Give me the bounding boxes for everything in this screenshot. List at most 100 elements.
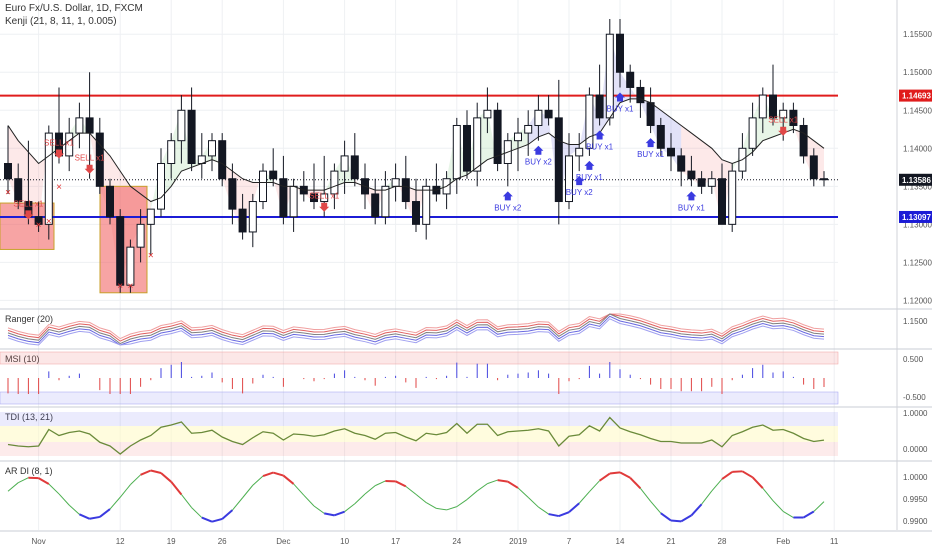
candle-body[interactable] xyxy=(586,95,593,148)
candle-body[interactable] xyxy=(576,148,583,156)
panel-tick-label: 0.9900 xyxy=(903,517,928,526)
time-tick-label: Feb xyxy=(776,537,790,546)
x-marker: × xyxy=(148,251,154,262)
candle-body[interactable] xyxy=(617,34,624,72)
sell-signal-label[interactable]: SELL x1 xyxy=(309,192,339,201)
candle-body[interactable] xyxy=(331,171,338,194)
candle-body[interactable] xyxy=(708,179,715,187)
buy-signal-label[interactable]: BUY x2 xyxy=(494,203,522,212)
candle-body[interactable] xyxy=(453,125,460,178)
candle-body[interactable] xyxy=(555,118,562,202)
candle-body[interactable] xyxy=(239,209,246,232)
buy-signal-label[interactable]: BUY x1 xyxy=(586,142,614,151)
candle-body[interactable] xyxy=(290,186,297,216)
buy-signal-label[interactable]: BUY x1 xyxy=(637,150,665,159)
candle-body[interactable] xyxy=(810,156,817,179)
candle-body[interactable] xyxy=(729,171,736,224)
candle-body[interactable] xyxy=(821,179,828,180)
time-tick-label: Dec xyxy=(276,537,290,546)
candle-body[interactable] xyxy=(158,164,165,210)
candle-body[interactable] xyxy=(484,110,491,118)
indicator-title[interactable]: Kenji (21, 8, 11, 1, 0.005) xyxy=(5,16,117,27)
candle-body[interactable] xyxy=(770,95,777,118)
candle-body[interactable] xyxy=(668,148,675,156)
time-tick-label: 14 xyxy=(616,537,625,546)
sell-signal-label[interactable]: SELL x1 xyxy=(13,199,43,208)
candle-body[interactable] xyxy=(270,171,277,179)
candle-body[interactable] xyxy=(637,87,644,102)
candle-body[interactable] xyxy=(596,95,603,118)
candle-body[interactable] xyxy=(137,224,144,247)
candle-body[interactable] xyxy=(515,133,522,141)
time-tick-label: Nov xyxy=(31,537,45,546)
sell-signal-label[interactable]: SELL x1 xyxy=(768,116,798,125)
buy-signal-label[interactable]: BUY x1 xyxy=(607,104,635,113)
candle-body[interactable] xyxy=(800,125,807,155)
panel-tick-label: 1.0000 xyxy=(903,473,928,482)
candle-body[interactable] xyxy=(464,125,471,171)
buy-signal-label[interactable]: BUY x1 xyxy=(678,203,706,212)
candle-body[interactable] xyxy=(474,118,481,171)
panel-tick-label: 0.500 xyxy=(903,355,924,364)
panel-tick-label: 0.9950 xyxy=(903,495,928,504)
candle-body[interactable] xyxy=(107,186,114,216)
candle-body[interactable] xyxy=(86,118,93,133)
price-tick-label: 1.15000 xyxy=(903,68,932,77)
panel-label[interactable]: Ranger (20) xyxy=(5,314,53,324)
candle-body[interactable] xyxy=(749,118,756,148)
candle-body[interactable] xyxy=(688,171,695,179)
candle-body[interactable] xyxy=(229,179,236,209)
x-marker: × xyxy=(117,281,123,292)
candle-body[interactable] xyxy=(249,202,256,232)
candle-body[interactable] xyxy=(127,247,134,285)
candle-body[interactable] xyxy=(260,171,267,201)
candle-body[interactable] xyxy=(372,194,379,217)
candle-body[interactable] xyxy=(698,179,705,187)
symbol-title[interactable]: Euro Fx/U.S. Dollar, 1D, FXCM xyxy=(5,3,143,14)
time-tick-label: 10 xyxy=(340,537,349,546)
buy-signal-label[interactable]: BUY x2 xyxy=(525,158,553,167)
price-tag-label: 1.14693 xyxy=(902,92,931,101)
sell-signal-label[interactable]: SELL x1 xyxy=(75,154,105,163)
candle-body[interactable] xyxy=(5,164,12,179)
candle-body[interactable] xyxy=(341,156,348,171)
candle-body[interactable] xyxy=(209,141,216,156)
candle-body[interactable] xyxy=(759,95,766,118)
panel-tick-label: -0.500 xyxy=(903,393,926,402)
buy-signal-label[interactable]: BUY x2 xyxy=(566,188,594,197)
candle-body[interactable] xyxy=(351,156,358,179)
candle-body[interactable] xyxy=(382,186,389,216)
time-tick-label: 28 xyxy=(718,537,727,546)
candle-body[interactable] xyxy=(392,179,399,187)
candle-body[interactable] xyxy=(413,202,420,225)
candle-body[interactable] xyxy=(647,103,654,126)
candle-body[interactable] xyxy=(147,209,154,224)
candle-body[interactable] xyxy=(535,110,542,125)
candle-body[interactable] xyxy=(188,110,195,163)
candle-body[interactable] xyxy=(423,186,430,224)
candle-body[interactable] xyxy=(545,110,552,118)
candle-body[interactable] xyxy=(657,125,664,148)
candle-body[interactable] xyxy=(15,179,22,202)
candle-body[interactable] xyxy=(402,179,409,202)
candle-body[interactable] xyxy=(678,156,685,171)
tdi-upper-zone xyxy=(0,412,838,426)
panel-tick-label: 1.0000 xyxy=(903,409,928,418)
candle-body[interactable] xyxy=(76,118,83,133)
candle-body[interactable] xyxy=(219,141,226,179)
candle-body[interactable] xyxy=(280,179,287,217)
candle-body[interactable] xyxy=(525,125,532,133)
price-tick-label: 1.14500 xyxy=(903,106,932,115)
candle-body[interactable] xyxy=(719,179,726,225)
price-tick-label: 1.14000 xyxy=(903,144,932,153)
sell-signal-label[interactable]: SELL x1 xyxy=(44,139,74,148)
time-tick-label: 26 xyxy=(218,537,227,546)
candle-body[interactable] xyxy=(178,110,185,140)
panel-label[interactable]: AR DI (8, 1) xyxy=(5,466,53,476)
panel-tick-label: 0.0000 xyxy=(903,445,928,454)
candle-body[interactable] xyxy=(168,141,175,164)
candle-body[interactable] xyxy=(627,72,634,87)
candle-body[interactable] xyxy=(117,217,124,285)
